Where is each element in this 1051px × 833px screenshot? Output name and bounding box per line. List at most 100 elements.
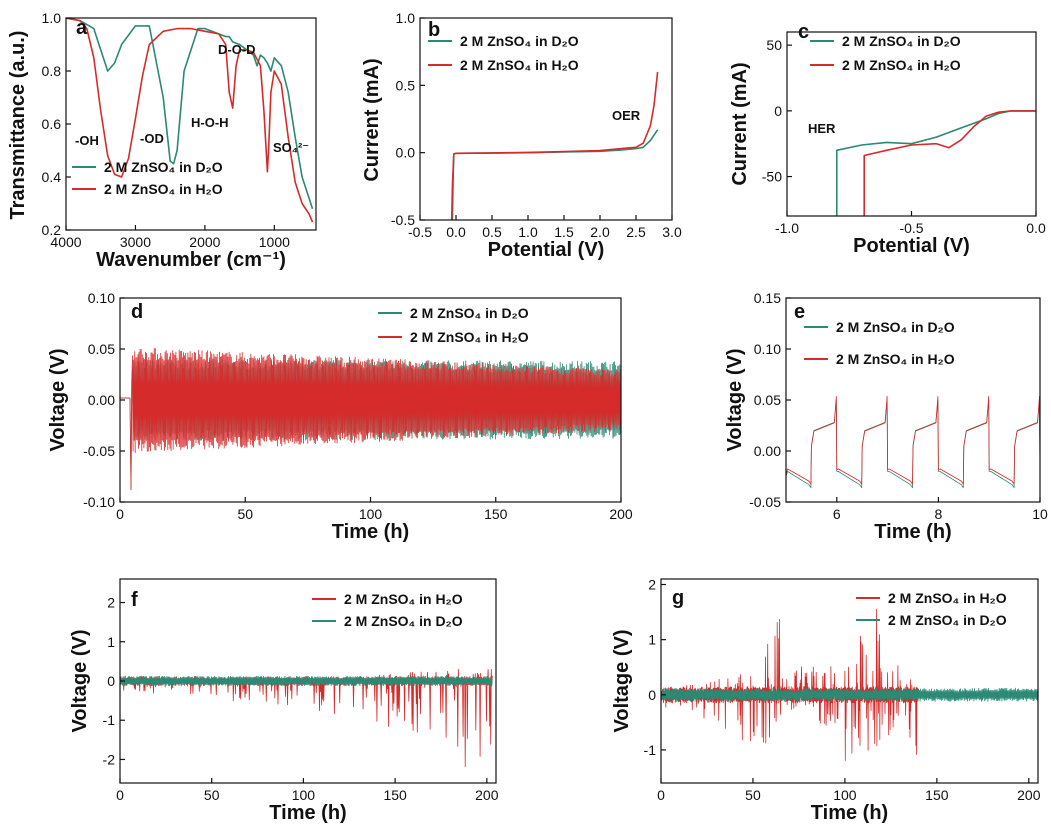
plot-area-a bbox=[66, 18, 314, 223]
x-axis-label-d: Time (h) bbox=[332, 521, 409, 543]
panel-letter-b: b bbox=[428, 19, 440, 41]
y-tick-label-d: 0.00 bbox=[88, 392, 115, 408]
x-tick-label-d: 50 bbox=[237, 506, 253, 522]
y-tick-label-g: -1 bbox=[644, 742, 657, 758]
plot-area-g bbox=[661, 608, 1038, 761]
x-axis-label-b: Potential (V) bbox=[488, 239, 605, 261]
y-tick-label-e: 0.00 bbox=[754, 443, 781, 459]
panel-e: 6 8 10 -0.05 0.00 0.05 0.10 0.15 Time (h) Voltage… bbox=[724, 290, 1048, 543]
legend-label-f: 2 M ZnSO₄ in D₂O bbox=[344, 613, 463, 629]
y-tick-label-c: 50 bbox=[766, 37, 782, 53]
x-tick-label-d: 150 bbox=[484, 506, 508, 522]
x-tick-label-d: 200 bbox=[609, 506, 633, 522]
x-tick-label-f: 100 bbox=[292, 787, 316, 803]
x-tick-label-c: 0.0 bbox=[1026, 220, 1046, 236]
y-tick-label-e: 0.15 bbox=[754, 290, 781, 306]
legend-label-a: 2 M ZnSO₄ in D₂O bbox=[104, 159, 223, 175]
legend-label-f: 2 M ZnSO₄ in H₂O bbox=[344, 591, 463, 607]
y-tick-label-a: 0.8 bbox=[42, 63, 62, 79]
y-tick-label-g: 0 bbox=[648, 687, 656, 703]
annotation-b: OER bbox=[612, 108, 641, 123]
y-tick-label-e: 0.05 bbox=[754, 392, 781, 408]
y-tick-label-a: 0.4 bbox=[42, 169, 62, 185]
series-e-d2o bbox=[786, 399, 1040, 489]
plot-area-c bbox=[836, 110, 1036, 216]
axes-frame-g bbox=[660, 578, 1039, 784]
panel-a: 4000 3000 2000 1000 0.2 0.4 0.6 0.8 1.0 Wavenumbe… bbox=[7, 10, 317, 271]
y-tick-label-f: -1 bbox=[103, 712, 116, 728]
legend-label-g: 2 M ZnSO₄ in D₂O bbox=[888, 612, 1007, 628]
x-axis-label-e: Time (h) bbox=[874, 521, 951, 543]
legend-label-g: 2 M ZnSO₄ in H₂O bbox=[888, 590, 1007, 606]
y-axis-label-a: Transmittance (a.u.) bbox=[7, 31, 29, 220]
x-tick-label-f: 0 bbox=[116, 787, 124, 803]
annotation-c: HER bbox=[808, 121, 836, 136]
series-a-d2o bbox=[66, 18, 314, 210]
series-f-d2o bbox=[120, 675, 493, 687]
series-g-d2o bbox=[661, 687, 1038, 702]
panel-d: 0 50 100 150 200 -0.10 -0.05 0.00 0.05 0.10 Time (… bbox=[47, 290, 633, 543]
x-tick-label-g: 0 bbox=[657, 787, 665, 803]
panel-c: -1.0 -0.5 0.0 -50 0 50 Potential (V) Current (m… bbox=[729, 21, 1046, 257]
panel-letter-c: c bbox=[798, 21, 809, 43]
series-b-d2o bbox=[451, 129, 659, 220]
legend-label-d: 2 M ZnSO₄ in D₂O bbox=[410, 305, 529, 321]
x-axis-label-a: Wavenumber (cm⁻¹) bbox=[96, 249, 286, 271]
x-tick-label-g: 150 bbox=[925, 787, 949, 803]
panel-f: 0 50 100 150 200 -2 -1 0 1 2 Time (h) Voltage (V) f 2… bbox=[69, 578, 499, 824]
legend-label-c: 2 M ZnSO₄ in D₂O bbox=[842, 33, 961, 49]
x-tick-label-c: -0.5 bbox=[899, 220, 923, 236]
x-tick-label-b: 1.0 bbox=[518, 224, 538, 240]
y-tick-label-a: 1.0 bbox=[42, 10, 62, 26]
series-c-d2o bbox=[836, 110, 1036, 216]
panel-b: -0.5 0.0 0.5 1.0 1.5 2.0 2.5 3.0-0.50.00.51.0Po… bbox=[361, 10, 682, 261]
x-tick-label-b: 3.0 bbox=[662, 224, 682, 240]
x-tick-label-a: 2000 bbox=[189, 234, 220, 250]
axes-frame-b bbox=[419, 17, 673, 221]
y-axis-label-d: Voltage (V) bbox=[47, 349, 69, 452]
y-tick-label-d: 0.05 bbox=[88, 341, 115, 357]
x-tick-label-e: 8 bbox=[935, 506, 943, 522]
y-axis-label-b: Current (mA) bbox=[361, 58, 383, 181]
annotation-a: SO₄²⁻ bbox=[273, 140, 309, 155]
x-tick-label-g: 50 bbox=[745, 787, 761, 803]
y-tick-label-g: 2 bbox=[648, 577, 656, 593]
y-tick-label-b: 0.5 bbox=[396, 77, 416, 93]
series-b-h2o bbox=[450, 71, 659, 220]
x-tick-label-f: 150 bbox=[383, 787, 407, 803]
y-tick-label-d: -0.10 bbox=[83, 494, 115, 510]
panel-letter-f: f bbox=[131, 589, 138, 611]
x-tick-label-d: 100 bbox=[359, 506, 383, 522]
plot-area-e bbox=[786, 396, 1040, 489]
x-tick-label-b: 2.0 bbox=[590, 224, 610, 240]
x-tick-label-b: 2.5 bbox=[626, 224, 646, 240]
legend-label-c: 2 M ZnSO₄ in H₂O bbox=[842, 57, 961, 73]
y-tick-label-a: 0.2 bbox=[42, 222, 62, 238]
panel-letter-e: e bbox=[794, 301, 805, 323]
legend-label-e: 2 M ZnSO₄ in H₂O bbox=[836, 351, 955, 367]
y-axis-label-e: Voltage (V) bbox=[724, 349, 746, 452]
x-tick-label-g: 100 bbox=[833, 787, 857, 803]
x-tick-label-c: -1.0 bbox=[775, 220, 799, 236]
y-tick-label-b: 1.0 bbox=[396, 10, 416, 26]
y-tick-label-e: 0.10 bbox=[754, 341, 781, 357]
y-tick-label-d: 0.10 bbox=[88, 290, 115, 306]
x-tick-label-f: 200 bbox=[475, 787, 499, 803]
plot-area-b bbox=[450, 71, 659, 220]
y-axis-label-c: Current (mA) bbox=[729, 62, 751, 185]
series-e-h2o bbox=[786, 396, 1040, 485]
annotation-a: D-O-D bbox=[218, 42, 256, 57]
x-tick-label-b: 1.5 bbox=[554, 224, 574, 240]
y-tick-label-b: 0.0 bbox=[396, 145, 416, 161]
panel-g: 0 50 100 150 200 -1 0 1 2 Time (h) Voltage (V) g 2 M… bbox=[611, 577, 1041, 824]
y-tick-label-b: -0.5 bbox=[391, 212, 415, 228]
y-tick-label-a: 0.6 bbox=[42, 116, 62, 132]
panel-letter-d: d bbox=[131, 301, 143, 323]
x-axis-label-g: Time (h) bbox=[811, 802, 888, 824]
y-tick-label-d: -0.05 bbox=[83, 443, 115, 459]
legend-label-b: 2 M ZnSO₄ in H₂O bbox=[460, 57, 579, 73]
y-tick-label-f: -2 bbox=[103, 751, 116, 767]
legend-label-b: 2 M ZnSO₄ in D₂O bbox=[460, 33, 579, 49]
x-tick-label-b: 0.5 bbox=[482, 224, 502, 240]
x-tick-label-b: 0.0 bbox=[446, 224, 466, 240]
